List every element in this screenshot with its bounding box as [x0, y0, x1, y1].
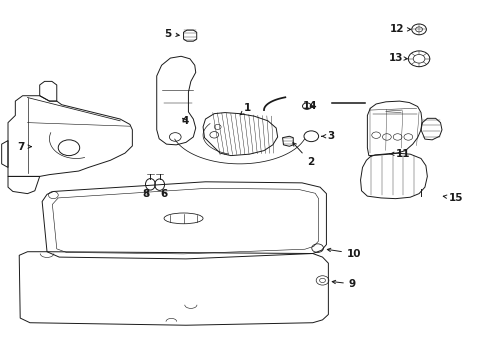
- Text: 8: 8: [142, 189, 149, 199]
- Text: 3: 3: [321, 131, 334, 141]
- Text: 13: 13: [387, 53, 407, 63]
- Text: 12: 12: [388, 24, 410, 35]
- Text: 7: 7: [18, 141, 31, 152]
- Text: 11: 11: [389, 149, 409, 159]
- Text: 9: 9: [331, 279, 355, 289]
- Text: 4: 4: [181, 116, 188, 126]
- Text: 1: 1: [240, 103, 251, 115]
- Text: 10: 10: [326, 248, 361, 258]
- Text: 14: 14: [303, 101, 317, 111]
- Text: 5: 5: [163, 29, 179, 39]
- Text: 15: 15: [442, 193, 463, 203]
- Text: 6: 6: [160, 189, 167, 199]
- Text: 2: 2: [292, 143, 313, 167]
